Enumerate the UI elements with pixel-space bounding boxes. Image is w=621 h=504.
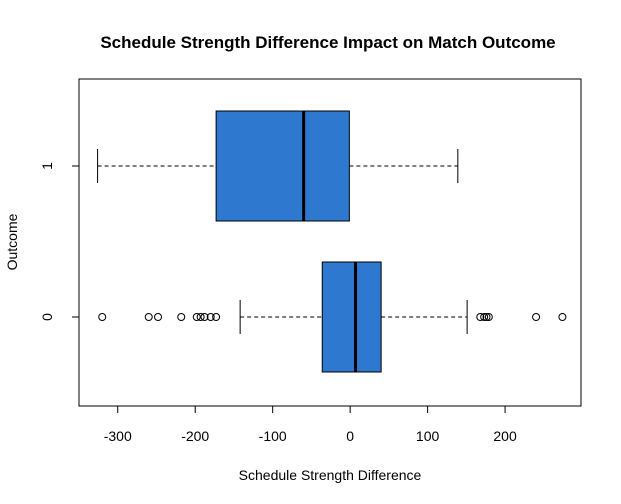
outlier-point	[98, 313, 107, 321]
outlier-point	[212, 313, 221, 321]
outlier-point	[200, 313, 209, 321]
outlier-point	[144, 313, 153, 321]
box-group-1	[97, 110, 459, 222]
chart-title: Schedule Strength Difference Impact on M…	[100, 33, 555, 52]
x-tick-label: -200	[181, 428, 209, 444]
y-tick-label: 0	[39, 313, 55, 321]
x-tick-label: 0	[346, 428, 354, 444]
outlier-point	[196, 313, 205, 321]
x-tick-label: 200	[493, 428, 517, 444]
outlier-point	[532, 313, 541, 321]
x-tick-label: 100	[416, 428, 440, 444]
outlier-point	[154, 313, 163, 321]
outlier-point	[484, 313, 493, 321]
y-tick-label: 1	[39, 162, 55, 170]
iqr-box	[321, 261, 382, 373]
outlier-point	[206, 313, 215, 321]
outlier-point	[476, 313, 485, 321]
outlier-point	[480, 313, 489, 321]
iqr-box	[215, 110, 350, 222]
x-tick-label: -100	[259, 428, 287, 444]
outlier-point	[177, 313, 186, 321]
box-group-0	[98, 261, 567, 373]
y-axis-label: Outcome	[4, 213, 20, 270]
x-tick-label: -300	[104, 428, 132, 444]
y-axis: 01	[39, 162, 80, 321]
outlier-point	[482, 313, 491, 321]
plot-layer	[97, 110, 567, 373]
x-axis: -300 -200 -100 0 100 200	[104, 405, 517, 444]
x-axis-label: Schedule Strength Difference	[239, 467, 422, 483]
outlier-point	[558, 313, 567, 321]
outlier-point	[192, 313, 201, 321]
